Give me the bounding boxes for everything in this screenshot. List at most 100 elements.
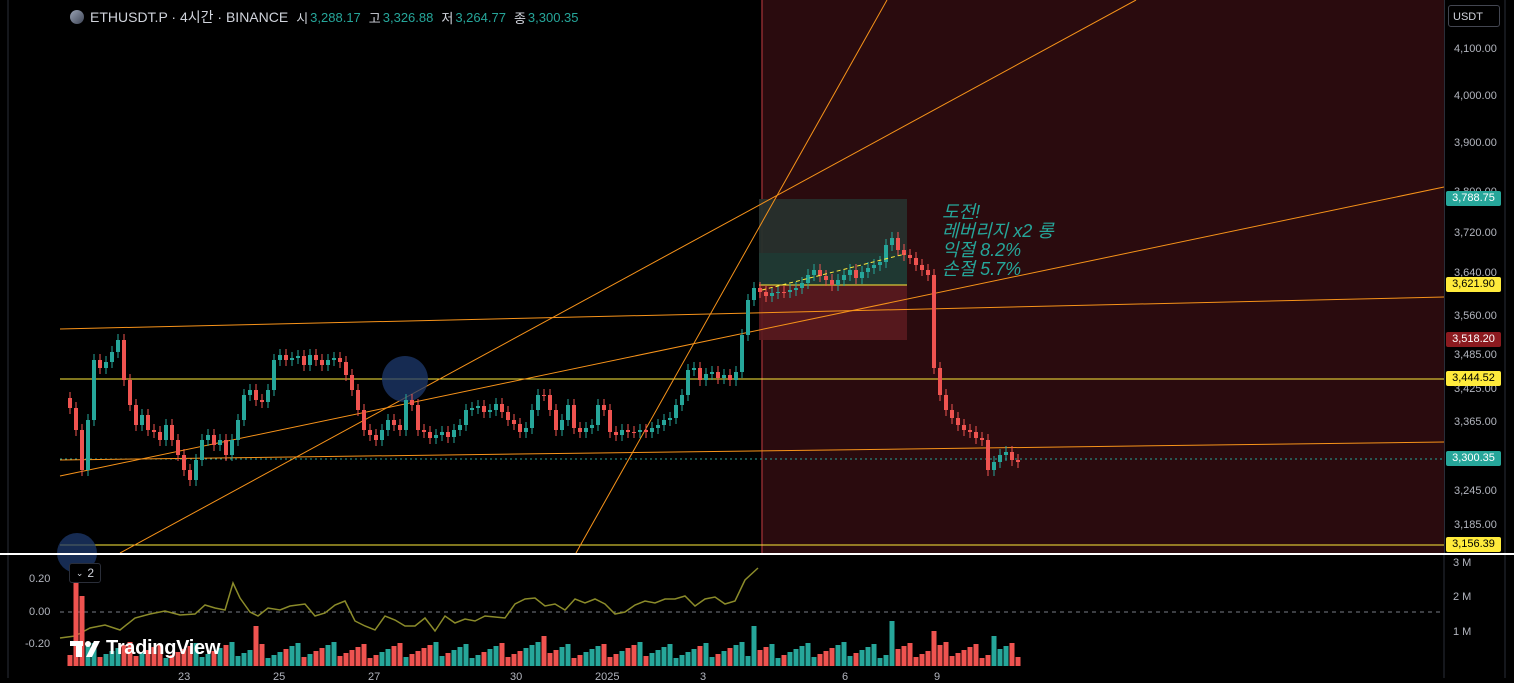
time-tick: 23 (178, 671, 191, 683)
low-level-price-tag: 3,156.39 (1446, 537, 1501, 552)
pane-divider[interactable] (0, 553, 1514, 555)
time-tick: 6 (842, 671, 849, 683)
price-tick: 3,640.00 (1454, 267, 1497, 279)
position-profit-zone (759, 253, 907, 285)
volume-bar (241, 653, 247, 666)
price-tick: 3,560.00 (1454, 310, 1497, 322)
candle-body (986, 440, 990, 470)
candle-body (416, 405, 420, 430)
candle-body (464, 410, 468, 425)
candle-body (842, 275, 846, 280)
volume-bar (793, 649, 799, 666)
volume-bar (445, 653, 451, 666)
candle-body (362, 410, 366, 430)
symbol-title[interactable]: ETHUSDT.P · 4시간 · BINANCE (90, 9, 289, 25)
price-tick: 3,485.00 (1454, 349, 1497, 361)
volume-bar (781, 655, 787, 666)
volume-bar (199, 657, 205, 666)
candle-body (812, 270, 816, 275)
indicator-count: 2 (87, 566, 95, 580)
candle-body (980, 438, 984, 440)
candle-body (86, 420, 90, 470)
indicator-collapse-button[interactable]: ⌄ 2 (69, 563, 101, 583)
tradingview-logo[interactable]: TradingView (70, 637, 220, 660)
candle-body (776, 292, 780, 293)
volume-bar (139, 653, 145, 666)
candle-body (944, 395, 948, 410)
volume-bar (133, 656, 139, 666)
candle-body (1016, 460, 1020, 462)
low-label: 저 (441, 10, 454, 26)
volume-bar (475, 655, 481, 666)
volume-bar (613, 654, 619, 666)
volume-bar (985, 655, 991, 666)
candle-body (854, 270, 858, 278)
candle-body (74, 408, 78, 430)
price-tick: 3,365.00 (1454, 416, 1497, 428)
candle-body (170, 425, 174, 440)
candle-body (902, 250, 906, 255)
volume-bar (817, 654, 823, 666)
candle-body (674, 405, 678, 418)
volume-bar (421, 648, 427, 666)
volume-bar (805, 643, 811, 666)
candle-body (350, 375, 354, 390)
volume-bar (361, 644, 367, 666)
volume-bar (175, 652, 181, 666)
candle-body (518, 424, 522, 432)
symbol-legend[interactable]: ETHUSDT.P · 4시간 · BINANCE 시 3,288.17 고 3,3… (70, 6, 579, 28)
candle-body (248, 390, 252, 395)
volume-bar (157, 644, 163, 666)
volume-bar (103, 654, 109, 666)
time-tick: 30 (510, 671, 523, 683)
candle-body (734, 372, 738, 380)
volume-bar (493, 646, 499, 666)
candle-body (122, 340, 126, 380)
candle-body (554, 410, 558, 430)
volume-bar (691, 649, 697, 666)
volume-bar (1015, 657, 1021, 666)
volume-bar (901, 646, 907, 666)
candle-body (680, 395, 684, 405)
trade-note[interactable]: 도전! 레버리지 x2 롱 익절 8.2% 손절 5.7% (942, 203, 1054, 279)
candle-body (410, 400, 414, 405)
circle-marker (382, 356, 428, 402)
candle-body (308, 355, 312, 365)
price-axis[interactable]: 4,100.00 4,000.00 3,900.00 3,800.00 3,72… (1444, 0, 1514, 553)
volume-bar (163, 658, 169, 666)
volume-bar (955, 653, 961, 666)
candle-body (908, 255, 912, 258)
price-tick: 3,900.00 (1454, 137, 1497, 149)
volume-bar (259, 644, 265, 666)
volume-bar (913, 657, 919, 666)
candle-body (272, 360, 276, 390)
volume-bar (565, 644, 571, 666)
volume-bar (583, 652, 589, 666)
volume-bar (703, 643, 709, 666)
candle-body (374, 435, 378, 440)
high-label: 고 (368, 10, 381, 26)
candle-body (260, 400, 264, 402)
volume-bar (907, 643, 913, 666)
volume-bar (679, 655, 685, 666)
price-tick: 3,720.00 (1454, 227, 1497, 239)
candle-body (68, 398, 72, 408)
currency-button[interactable]: USDT (1448, 5, 1500, 27)
volume-bar (109, 651, 115, 666)
volume-bar (943, 642, 949, 666)
volume-bar (595, 646, 601, 666)
volume-bar (667, 644, 673, 666)
candle-body (698, 368, 702, 380)
candle-body (974, 432, 978, 438)
volume-bar (859, 650, 865, 666)
candle-body (440, 432, 444, 435)
candle-body (140, 415, 144, 425)
time-tick: 27 (368, 671, 381, 683)
volume-bar (505, 657, 511, 666)
candle-body (860, 272, 864, 278)
candle-body (968, 430, 972, 432)
volume-bar (79, 596, 85, 666)
volume-bar (265, 658, 271, 666)
volume-bar (229, 642, 235, 666)
